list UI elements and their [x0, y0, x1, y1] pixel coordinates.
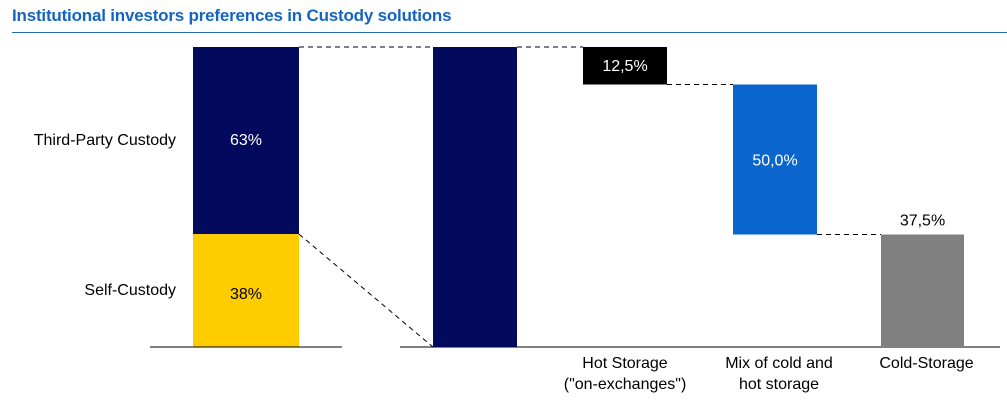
label-hot-value: 12,5% [602, 58, 647, 75]
bar-hot-storage [583, 47, 667, 85]
category-cold-storage: Cold-Storage [879, 355, 973, 372]
label-third-party-value: 63% [230, 132, 262, 149]
bar-cold-storage [881, 234, 964, 347]
label-cold-value: 37,5% [900, 213, 945, 230]
label-self-custody-value: 38% [230, 286, 262, 303]
category-hot-storage: Hot Storage ("on-exchanges") [564, 355, 687, 393]
legend-self-custody: Self-Custody [84, 282, 176, 299]
chart-title: Institutional investors preferences in C… [12, 6, 452, 25]
connector-split [298, 233, 434, 348]
label-mix-value: 50,0% [752, 153, 797, 170]
bar-total [433, 47, 517, 347]
bar-mix-storage [733, 84, 817, 235]
category-mix-storage: Mix of cold and hot storage [725, 355, 833, 393]
legend-third-party-custody: Third-Party Custody [34, 132, 176, 149]
bar-third-party-custody [193, 47, 299, 235]
title-divider [12, 32, 1007, 33]
bar-self-custody [193, 234, 299, 347]
